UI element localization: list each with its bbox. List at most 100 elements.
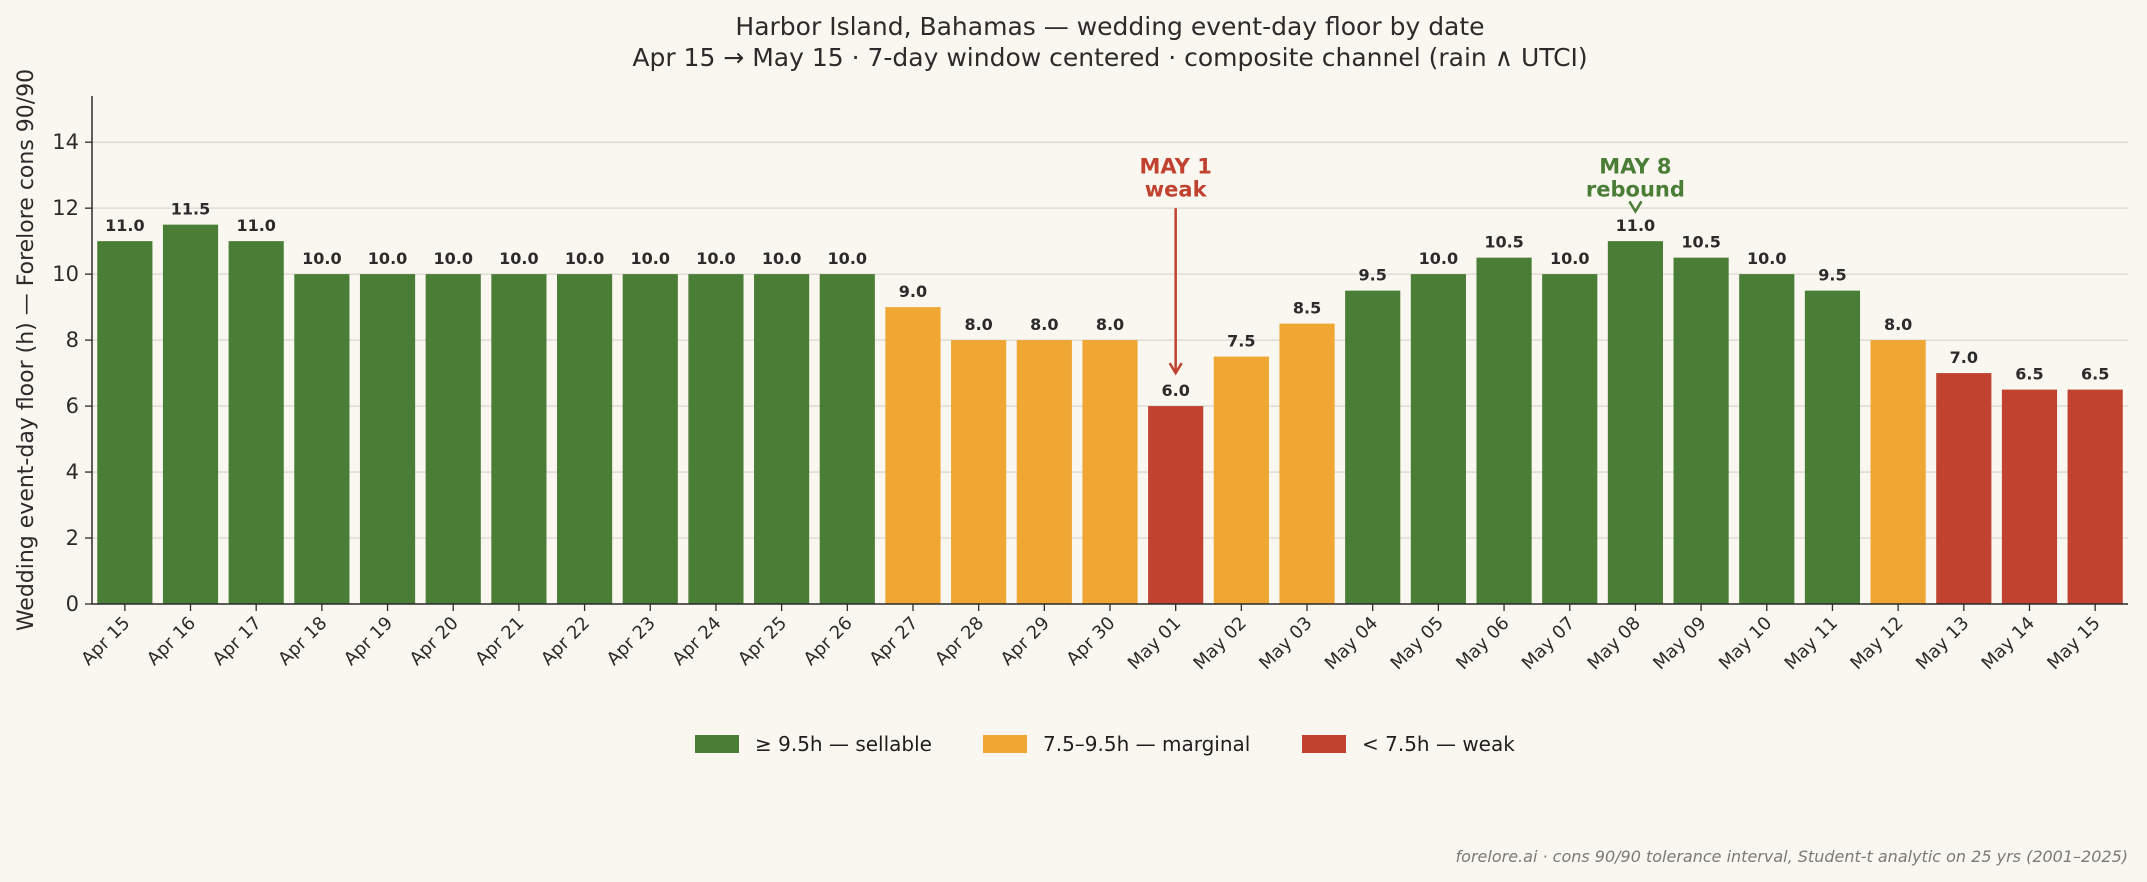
bar-apr-20 — [425, 274, 481, 604]
bar-value-label: 11.5 — [171, 200, 210, 219]
x-tick-label: May 03 — [1255, 613, 1316, 674]
x-tick-label: May 08 — [1584, 613, 1645, 674]
x-tick-label: May 09 — [1649, 613, 1710, 674]
bar-value-label: 10.0 — [368, 249, 407, 268]
annotation-subtitle: rebound — [1586, 177, 1685, 201]
x-tick-label: Apr 26 — [800, 613, 857, 670]
bar-value-label: 11.0 — [236, 216, 275, 235]
chart-title: Harbor Island, Bahamas — wedding event-d… — [735, 12, 1484, 41]
bar-value-label: 10.0 — [1419, 249, 1458, 268]
bar-value-label: 10.0 — [828, 249, 867, 268]
bar-apr-23 — [622, 274, 678, 604]
x-tick-label: Apr 15 — [77, 613, 134, 670]
x-tick-label: Apr 30 — [1062, 613, 1119, 670]
bar-apr-25 — [754, 274, 810, 604]
bar-value-label: 9.0 — [899, 282, 927, 301]
x-tick-label: Apr 16 — [143, 613, 200, 670]
y-tick-label: 4 — [66, 460, 79, 484]
x-tick-label: Apr 22 — [537, 613, 594, 670]
bar-apr-17 — [228, 241, 284, 604]
bar-may-01 — [1148, 406, 1204, 604]
bar-apr-24 — [688, 274, 744, 604]
bar-value-label: 10.0 — [433, 249, 472, 268]
chart-subtitle: Apr 15 → May 15 · 7-day window centered … — [632, 43, 1587, 72]
x-tick-label: Apr 17 — [209, 613, 266, 670]
x-tick-label: Apr 19 — [340, 613, 397, 670]
bar-value-label: 10.0 — [499, 249, 538, 268]
bar-may-06 — [1476, 257, 1532, 604]
bar-may-08 — [1607, 241, 1664, 604]
legend-swatch-weak — [1302, 735, 1346, 753]
legend-label-marginal: 7.5–9.5h — marginal — [1043, 732, 1250, 756]
bar-value-label: 9.5 — [1818, 266, 1846, 285]
bar-value-label: 10.0 — [696, 249, 735, 268]
bar-value-label: 7.0 — [1950, 348, 1978, 367]
bar-value-label: 10.5 — [1681, 233, 1720, 252]
bar-value-label: 10.0 — [302, 249, 341, 268]
y-tick-label: 14 — [52, 130, 79, 154]
x-tick-label: May 11 — [1781, 613, 1842, 674]
bar-value-label: 10.0 — [762, 249, 801, 268]
footer-note: forelore.ai · cons 90/90 tolerance inter… — [1456, 847, 2128, 866]
annotation-subtitle: weak — [1145, 177, 1208, 201]
y-tick-label: 12 — [52, 196, 79, 220]
x-tick-label: May 05 — [1387, 613, 1448, 674]
bar-apr-26 — [819, 274, 875, 604]
bar-may-09 — [1673, 257, 1729, 604]
y-tick-label: 0 — [66, 592, 79, 616]
bar-value-label: 8.0 — [1884, 315, 1912, 334]
x-tick-label: Apr 27 — [865, 613, 922, 670]
bar-value-label: 8.0 — [964, 315, 992, 334]
x-tick-label: May 13 — [1912, 613, 1973, 674]
x-tick-label: Apr 24 — [668, 613, 725, 670]
y-tick-label: 2 — [66, 526, 79, 550]
legend-label-sellable: ≥ 9.5h — sellable — [755, 732, 932, 756]
y-tick-label: 8 — [66, 328, 79, 352]
x-tick-label: May 10 — [1715, 613, 1776, 674]
bar-may-07 — [1542, 274, 1598, 604]
x-tick-label: May 07 — [1518, 613, 1579, 674]
bar-apr-16 — [162, 224, 219, 604]
bar-value-label: 8.5 — [1293, 299, 1321, 318]
legend: ≥ 9.5h — sellable 7.5–9.5h — marginal < 7.… — [695, 732, 1515, 756]
bar-value-label: 8.0 — [1096, 315, 1124, 334]
x-tick-label: Apr 21 — [471, 613, 528, 670]
bar-may-13 — [1936, 373, 1992, 604]
bar-may-03 — [1279, 323, 1335, 604]
x-tick-label: May 02 — [1189, 613, 1250, 674]
bars — [97, 224, 2123, 604]
legend-swatch-sellable — [695, 735, 739, 753]
y-tick-label: 10 — [52, 262, 79, 286]
annotation-arrow-head — [1628, 200, 1643, 214]
bar-may-10 — [1739, 274, 1795, 604]
bar-value-label: 10.0 — [631, 249, 670, 268]
bar-apr-21 — [491, 274, 547, 604]
bar-may-15 — [2067, 389, 2123, 604]
bar-apr-30 — [1082, 340, 1138, 604]
x-tick-label: Apr 23 — [603, 613, 660, 670]
bar-value-label: 10.0 — [1747, 249, 1786, 268]
bar-may-14 — [2001, 389, 2058, 604]
legend-swatch-marginal — [983, 735, 1027, 753]
legend-label-weak: < 7.5h — weak — [1362, 732, 1515, 756]
x-tick-label: May 04 — [1321, 613, 1382, 674]
bar-value-label: 8.0 — [1030, 315, 1058, 334]
bar-apr-29 — [1016, 340, 1072, 604]
bar-apr-19 — [359, 274, 416, 604]
bar-may-12 — [1870, 340, 1926, 604]
bar-value-label: 6.5 — [2081, 365, 2109, 384]
bar-value-label: 9.5 — [1359, 266, 1387, 285]
x-tick-label: Apr 20 — [406, 613, 463, 670]
x-tick-label: Apr 18 — [274, 613, 331, 670]
bar-value-label: 7.5 — [1227, 332, 1255, 351]
x-tick-label: Apr 28 — [931, 613, 988, 670]
bar-apr-15 — [97, 241, 153, 604]
x-tick-label: May 15 — [2043, 613, 2104, 674]
bar-may-11 — [1804, 290, 1861, 604]
annotation-title: MAY 8 — [1599, 154, 1671, 178]
bar-value-label: 11.0 — [105, 216, 144, 235]
value-labels: 11.0 11.5 11.0 10.0 10.0 10.0 10.0 10.0 10.0 10.0… — [105, 200, 2109, 400]
bar-value-label: 10.0 — [565, 249, 604, 268]
